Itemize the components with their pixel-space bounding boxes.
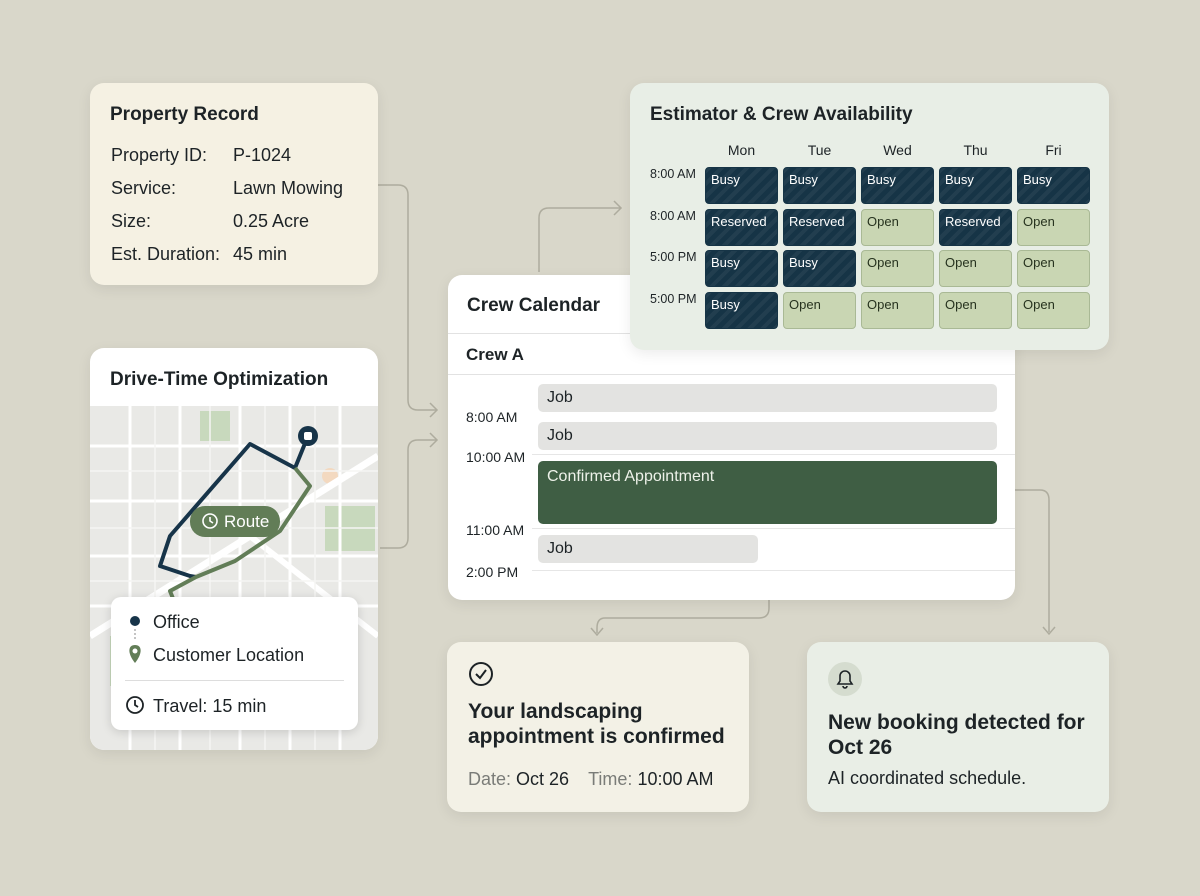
slot: Open	[939, 250, 1012, 288]
time-label: Time:	[588, 769, 633, 789]
time-label: 10:00 AM	[466, 449, 526, 465]
row-line	[532, 528, 1015, 529]
job: Job	[538, 422, 997, 450]
slot: Busy	[783, 250, 856, 288]
time-label: 5:00 PM	[650, 292, 697, 307]
row-line	[532, 454, 1015, 455]
card-title: Crew Calendar	[467, 295, 601, 316]
slot: Reserved	[783, 208, 856, 246]
divider	[125, 680, 344, 681]
field-value: 45 min	[233, 244, 288, 264]
travel-time: Travel: 15 min	[153, 696, 267, 716]
field-label: Size:	[111, 211, 152, 231]
route-label: Route	[224, 512, 269, 531]
slot: Busy	[861, 167, 934, 204]
slot: Reserved	[705, 208, 778, 246]
legend: Office Customer Location Travel: 15 min	[111, 597, 358, 730]
divider	[448, 374, 1015, 375]
date-line: Date: Oct 26 Time: 10:00 AM	[468, 769, 714, 790]
confirmation-title: Your landscaping appointment is confirme…	[468, 700, 725, 748]
notification-subtitle: AI coordinated schedule.	[828, 768, 1027, 788]
field-label: Property ID:	[111, 145, 208, 165]
confirmed-appointment: Confirmed Appointment	[538, 461, 997, 524]
notification-title: New booking detected for Oct 26	[828, 711, 1085, 759]
day-label: Fri	[1045, 142, 1062, 158]
slot: Busy	[705, 292, 778, 330]
confirmation-card: Your landscaping appointment is confirme…	[447, 642, 749, 812]
slot: Open	[1017, 208, 1090, 246]
property-card: Property Record Property ID: P-1024 Servic…	[90, 83, 378, 285]
time-label: 8:00 AM	[650, 167, 696, 181]
crew-name: Crew A	[466, 345, 524, 364]
time-label: 2:00 PM	[466, 564, 519, 580]
card-title: Drive-Time Optimization	[110, 369, 329, 390]
slot: Busy	[1017, 167, 1090, 204]
bell-icon	[828, 662, 862, 696]
slot: Open	[939, 292, 1012, 330]
day-label: Tue	[807, 142, 832, 158]
day-label: Wed	[883, 142, 912, 158]
job: Job	[538, 535, 758, 563]
slot: Open	[861, 250, 934, 288]
slot: Open	[783, 292, 856, 330]
slot: Busy	[705, 167, 778, 204]
day-label: Mon	[727, 142, 756, 158]
row-line	[532, 570, 1015, 571]
drive-card: Drive-Time Optimization Route	[90, 348, 378, 750]
slot: Busy	[705, 250, 778, 288]
slot: Open	[1017, 250, 1090, 288]
field-label: Service:	[111, 178, 177, 198]
legend-icons	[126, 616, 144, 714]
slot: Open	[861, 292, 934, 330]
availability-card: Estimator & Crew Availability Mon Tue Wed T…	[630, 83, 1109, 350]
time-label: 5:00 PM	[650, 250, 697, 265]
slot: Busy	[939, 167, 1012, 204]
field-label: Est. Duration:	[111, 244, 221, 264]
slot: Open	[861, 208, 934, 246]
slot: Open	[1017, 292, 1090, 330]
slot: Busy	[783, 167, 856, 204]
field-value: Lawn Mowing	[233, 178, 344, 198]
time-label: 8:00 AM	[466, 409, 518, 425]
date-label: Date:	[468, 769, 512, 789]
slot: Reserved	[939, 208, 1012, 246]
time-label: 8:00 AM	[650, 208, 696, 223]
card-title: Estimator & Crew Availability	[650, 104, 913, 125]
field-value: P-1024	[233, 145, 292, 165]
day-label: Thu	[963, 142, 988, 158]
legend-office: Office	[153, 612, 200, 632]
check-icon	[469, 662, 493, 686]
job: Job	[538, 384, 997, 412]
notification-card: New booking detected for Oct 26 AI coord…	[807, 642, 1109, 812]
time-label: 11:00 AM	[466, 522, 525, 538]
card-title: Property Record	[110, 104, 259, 125]
time-value: 10:00 AM	[637, 769, 714, 789]
legend-customer: Customer Location	[153, 645, 305, 665]
field-value: 0.25 Acre	[233, 211, 310, 231]
date-value: Oct 26	[516, 769, 570, 789]
